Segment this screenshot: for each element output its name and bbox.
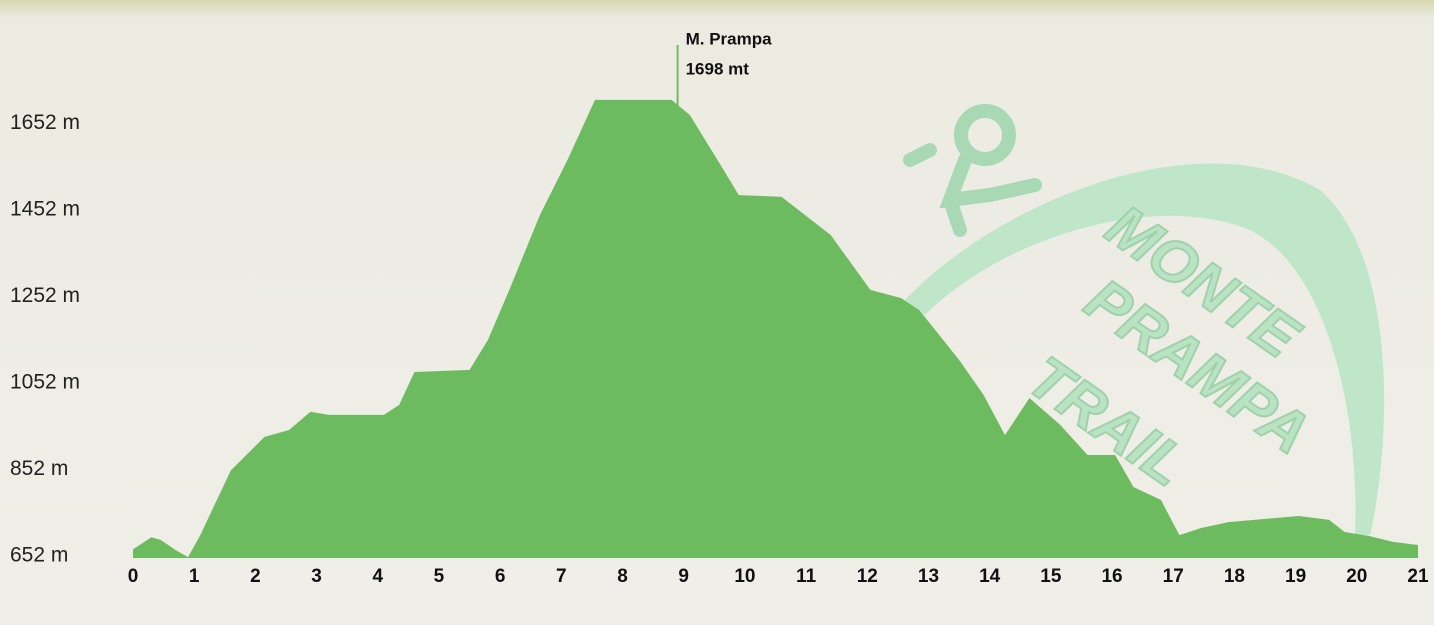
x-tick-label: 9 [678, 566, 689, 587]
x-tick-label: 12 [857, 566, 878, 587]
x-tick-label: 20 [1346, 566, 1367, 587]
y-tick-label: 1452 m [10, 198, 80, 221]
x-tick-label: 15 [1040, 566, 1062, 587]
x-tick-label: 7 [556, 566, 567, 587]
x-tick-label: 0 [128, 566, 139, 587]
x-tick-label: 2 [250, 566, 261, 587]
x-tick-label: 5 [434, 566, 445, 587]
x-tick-label: 14 [979, 566, 1001, 587]
x-tick-label: 10 [734, 566, 755, 587]
x-tick-label: 11 [796, 566, 817, 587]
x-tick-label: 6 [495, 566, 506, 587]
x-tick-label: 1 [189, 566, 200, 587]
x-tick-label: 19 [1285, 566, 1306, 587]
y-tick-label: 1052 m [10, 371, 80, 394]
x-tick-label: 21 [1407, 566, 1429, 587]
x-tick-label: 18 [1224, 566, 1245, 587]
y-tick-label: 1252 m [10, 284, 80, 307]
y-tick-label: 1652 m [10, 111, 80, 134]
y-tick-label: 652 m [10, 544, 68, 567]
chart: MONTEPRAMPATRAIL M. Prampa1698 mt652 m85… [0, 0, 1434, 625]
annotation-text: M. Prampa [686, 29, 773, 48]
x-tick-label: 3 [311, 566, 322, 587]
x-tick-label: 8 [617, 566, 628, 587]
annotation-text: 1698 mt [686, 59, 750, 78]
x-tick-label: 13 [918, 566, 939, 587]
x-tick-label: 17 [1163, 566, 1184, 587]
x-tick-label: 4 [372, 566, 383, 587]
y-tick-label: 852 m [10, 457, 68, 480]
x-tick-label: 16 [1101, 566, 1122, 587]
